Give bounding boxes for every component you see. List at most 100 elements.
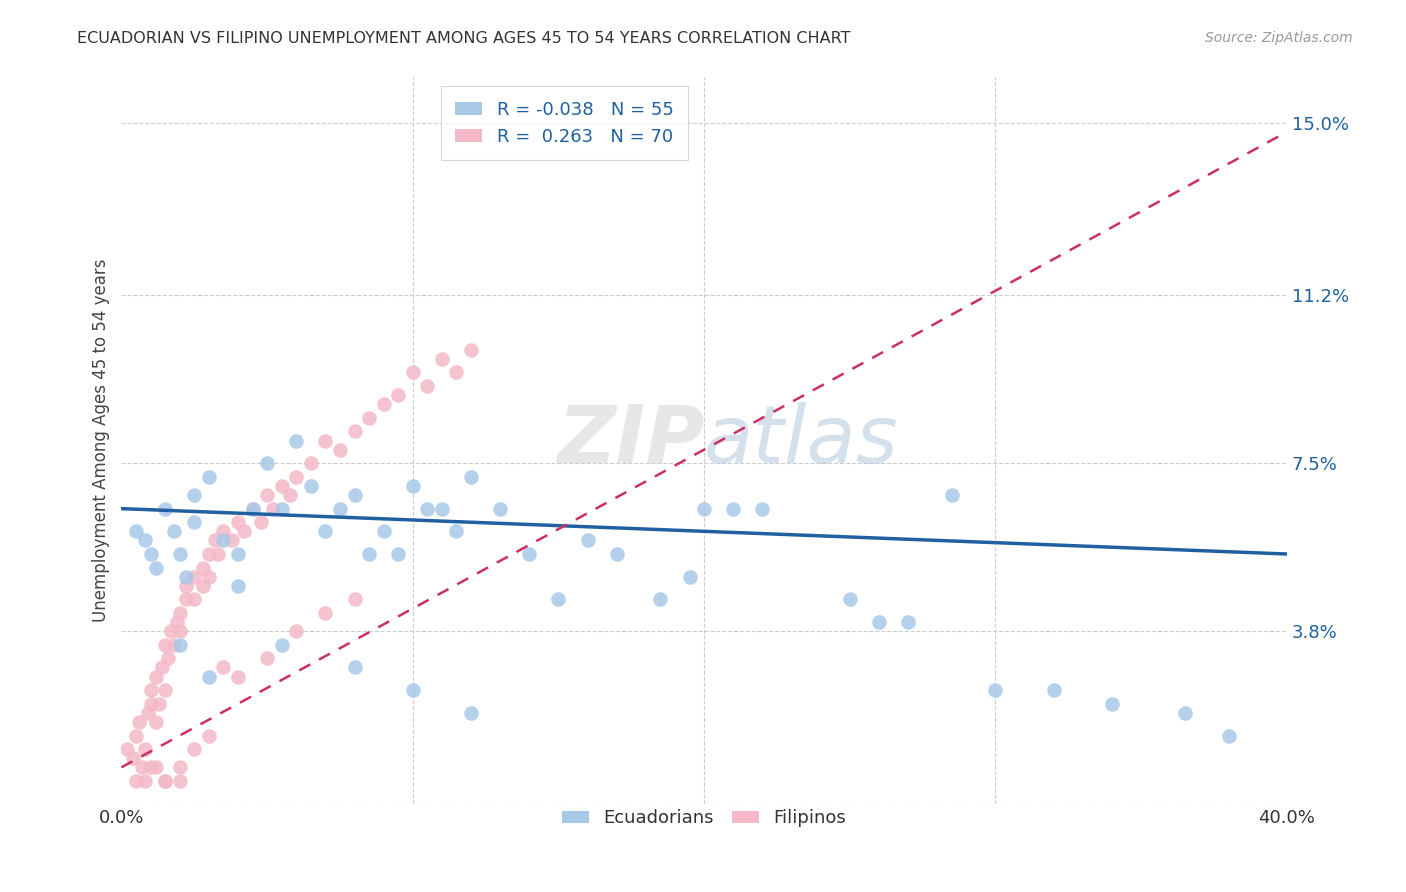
Point (285, 434, 308, 448)
Point (402, 683, 425, 698)
Point (678, 570, 700, 584)
Point (134, 774, 156, 789)
Point (460, 470, 482, 484)
Point (174, 579, 197, 593)
Point (221, 533, 243, 548)
Point (270, 638, 292, 652)
Point (226, 669, 249, 683)
Point (169, 638, 191, 652)
Point (226, 515, 249, 529)
Point (150, 660, 173, 674)
Point (157, 651, 180, 665)
Point (517, 547, 540, 561)
Point (1101, 697, 1123, 711)
Point (262, 501, 284, 516)
Point (314, 434, 336, 448)
Point (416, 501, 439, 516)
Point (387, 388, 409, 402)
Point (183, 570, 205, 584)
Legend: Ecuadorians, Filipinos: Ecuadorians, Filipinos (555, 802, 853, 835)
Point (125, 774, 148, 789)
Point (183, 742, 205, 756)
Point (256, 488, 278, 502)
Y-axis label: Unemployment Among Ages 45 to 54 years: Unemployment Among Ages 45 to 54 years (93, 259, 110, 623)
Point (250, 515, 273, 529)
Point (226, 579, 249, 593)
Point (125, 524, 148, 539)
Point (1218, 729, 1240, 743)
Point (650, 592, 672, 607)
Point (606, 547, 628, 561)
Point (125, 729, 148, 743)
Point (212, 660, 235, 674)
Point (984, 683, 1007, 698)
Point (198, 570, 221, 584)
Point (204, 533, 226, 548)
Point (139, 683, 162, 698)
Point (153, 774, 176, 789)
Text: ZIP: ZIP (557, 401, 704, 480)
Point (416, 379, 439, 393)
Point (145, 760, 167, 774)
Point (838, 592, 860, 607)
Point (299, 456, 322, 470)
Point (117, 742, 139, 756)
Point (868, 615, 890, 629)
Point (343, 660, 366, 674)
Text: Source: ZipAtlas.com: Source: ZipAtlas.com (1205, 31, 1353, 45)
Point (1174, 706, 1197, 720)
Point (547, 592, 569, 607)
Point (387, 547, 409, 561)
Point (169, 606, 191, 620)
Point (174, 592, 197, 607)
Point (941, 488, 963, 502)
Point (226, 547, 249, 561)
Point (145, 669, 167, 683)
Point (329, 442, 352, 457)
Point (169, 547, 191, 561)
Point (128, 714, 150, 729)
Point (153, 501, 176, 516)
Point (122, 751, 145, 765)
Point (191, 579, 214, 593)
Point (256, 456, 278, 470)
Point (285, 624, 308, 639)
Point (136, 706, 159, 720)
Point (169, 774, 191, 789)
Point (212, 524, 235, 539)
Point (139, 547, 162, 561)
Point (183, 592, 205, 607)
Point (139, 760, 162, 774)
Text: ECUADORIAN VS FILIPINO UNEMPLOYMENT AMONG AGES 45 TO 54 YEARS CORRELATION CHART: ECUADORIAN VS FILIPINO UNEMPLOYMENT AMON… (77, 31, 851, 46)
Point (270, 479, 292, 493)
Point (489, 501, 512, 516)
Point (183, 515, 205, 529)
Point (723, 501, 745, 516)
Point (183, 488, 205, 502)
Point (148, 697, 170, 711)
Point (359, 410, 381, 425)
Point (232, 524, 254, 539)
Point (145, 560, 167, 574)
Point (134, 533, 156, 548)
Point (460, 706, 482, 720)
Point (198, 547, 221, 561)
Point (897, 615, 920, 629)
Point (359, 547, 381, 561)
Point (402, 479, 425, 493)
Point (314, 524, 336, 539)
Point (169, 624, 191, 639)
Point (343, 592, 366, 607)
Point (256, 651, 278, 665)
Point (576, 533, 599, 548)
Point (285, 470, 308, 484)
Point (174, 570, 197, 584)
Point (169, 760, 191, 774)
Point (191, 560, 214, 574)
Point (430, 501, 453, 516)
Point (153, 638, 176, 652)
Point (299, 479, 322, 493)
Point (693, 501, 716, 516)
Point (402, 366, 425, 380)
Point (329, 501, 352, 516)
